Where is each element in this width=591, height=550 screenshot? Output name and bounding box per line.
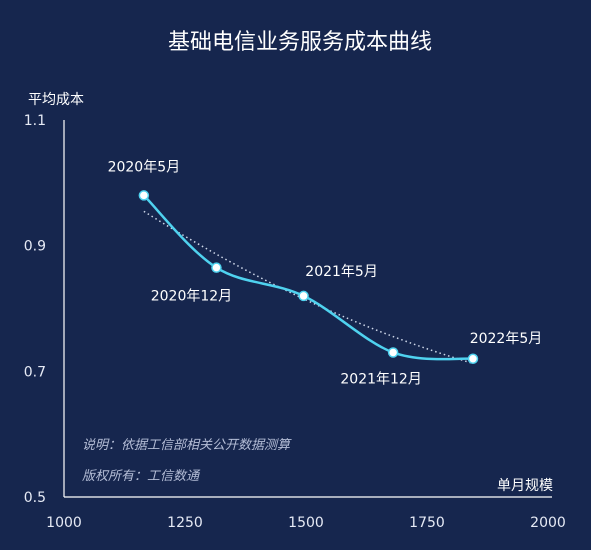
y-tick-label: 0.9 xyxy=(24,239,46,255)
x-tick-label: 1000 xyxy=(46,515,82,531)
data-point xyxy=(467,353,479,365)
data-point xyxy=(387,347,399,358)
x-tick-label: 1250 xyxy=(167,515,203,531)
x-tick-label: 2000 xyxy=(530,515,566,531)
y-tick-label: 1.1 xyxy=(24,113,46,129)
data-point xyxy=(298,290,309,302)
trend-line xyxy=(143,210,474,365)
x-tick-label: 1500 xyxy=(288,515,324,531)
data-label: 2020年5月 xyxy=(108,159,181,175)
data-label: 2022年5月 xyxy=(470,331,543,347)
data-label: 2021年12月 xyxy=(340,371,421,387)
data-point xyxy=(211,262,222,273)
data-label: 2021年5月 xyxy=(305,264,378,280)
data-point xyxy=(138,190,150,201)
note-copyright: 版权所有：工信数通 xyxy=(82,469,201,484)
data-label: 2020年12月 xyxy=(151,289,232,305)
y-tick-label: 0.7 xyxy=(24,364,46,380)
y-axis-label: 平均成本 xyxy=(28,92,84,108)
x-tick-label: 1750 xyxy=(409,515,445,531)
chart-title: 基础电信业务服务成本曲线 xyxy=(168,30,432,55)
y-tick-label: 0.5 xyxy=(24,490,46,506)
data-marks: 2020年5月 2020年12月 2021年5月 2021年12月 2022年5月 xyxy=(108,159,543,387)
tick-labels: 1000 1250 1500 1750 2000 0.5 0.7 0.9 1.1 xyxy=(24,113,566,531)
note-description: 说明：依据工信部相关公开数据测算 xyxy=(82,438,292,453)
x-axis-label: 单月规模 xyxy=(497,478,553,494)
